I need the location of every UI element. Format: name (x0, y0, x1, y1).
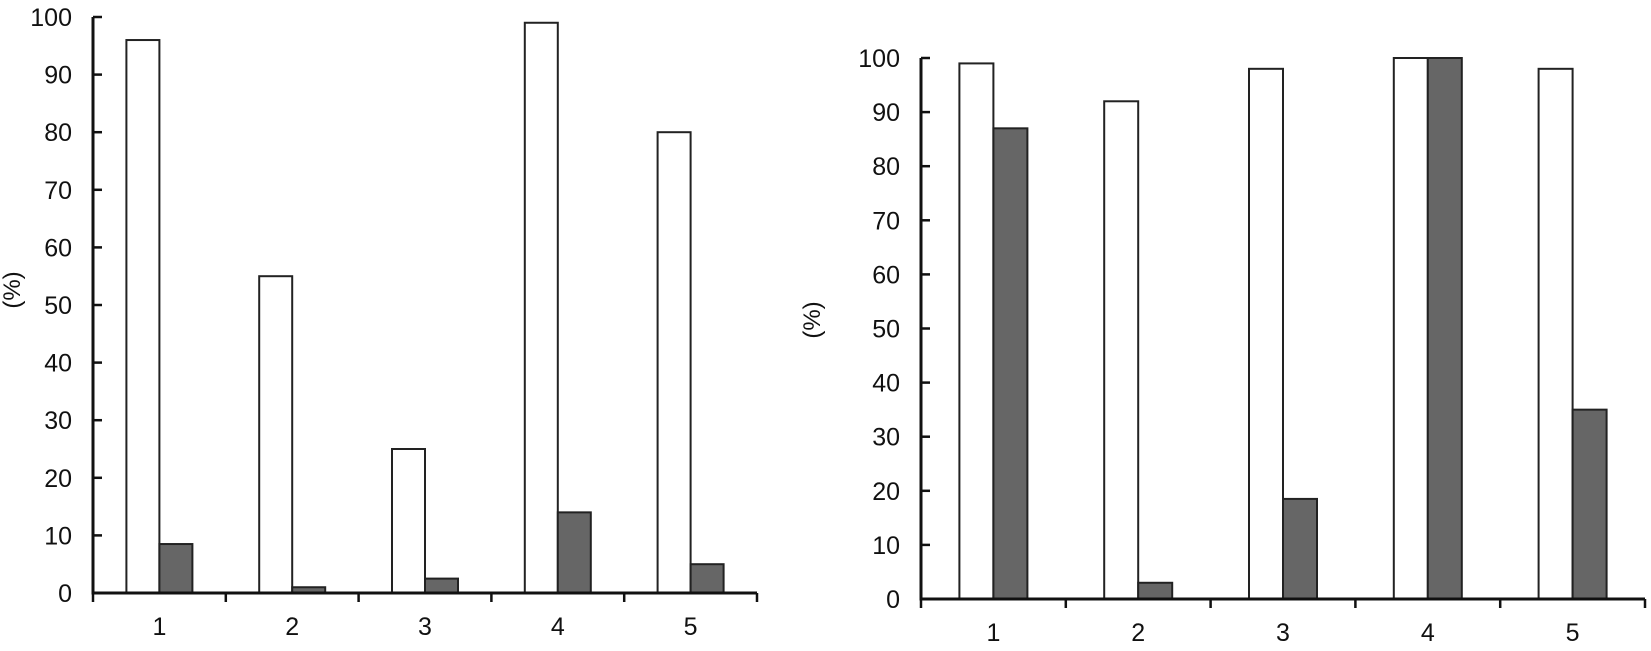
y-tick-label: 20 (872, 478, 900, 506)
bar-series-grey-cat-2 (1137, 581, 1174, 601)
bar-series-grey-cat-4 (1426, 57, 1463, 600)
bar-series-white-cat-1 (125, 39, 161, 595)
bar-series-white-cat-4 (1392, 57, 1429, 600)
bar-series-grey-cat-3 (424, 577, 459, 594)
y-tick-label: 30 (44, 407, 72, 435)
x-tick-label: 4 (1421, 619, 1435, 646)
bar-series-grey-cat-5 (689, 563, 725, 595)
bar-series-grey-cat-1 (158, 543, 194, 594)
bar-series-grey-cat-5 (1571, 408, 1608, 600)
y-tick-label: 10 (872, 532, 900, 560)
left-bar-chart: 1 2 3 4 5 0 10 20 30 40 50 60 70 80 90 100 (%) (0, 0, 800, 646)
bar-series-grey-cat-3 (1282, 497, 1318, 601)
x-tick-label: 2 (285, 613, 299, 641)
y-tick-label: 80 (44, 119, 72, 147)
x-tick-label: 4 (551, 613, 565, 641)
y-axis-label: (%) (0, 271, 26, 308)
y-tick-label: 0 (58, 580, 72, 608)
y-tick-label: 80 (872, 153, 900, 181)
bar-series-white-cat-3 (391, 448, 426, 594)
y-tick-label: 90 (872, 99, 900, 127)
x-tick-label: 5 (684, 613, 698, 641)
y-tick-label: 30 (872, 424, 900, 452)
y-tick-label: 70 (872, 207, 900, 235)
y-tick-label: 100 (30, 4, 72, 32)
right-bar-chart: 1 2 3 4 5 0 10 20 30 40 50 60 70 80 90 100 (%) (799, 0, 1651, 647)
y-tick-label: 90 (44, 62, 72, 90)
x-tick-label: 5 (1566, 619, 1580, 646)
x-tick-label: 3 (1276, 619, 1290, 646)
x-tick-label: 1 (986, 619, 1000, 646)
y-tick-label: 20 (44, 465, 72, 493)
bar-series-grey-cat-1 (992, 127, 1029, 601)
bar-series-grey-cat-4 (556, 511, 592, 594)
bar-series-white-cat-4 (523, 21, 559, 594)
y-tick-label: 10 (44, 522, 72, 550)
y-tick-label: 40 (44, 350, 72, 378)
bar-series-white-cat-1 (958, 62, 995, 601)
bar-series-white-cat-3 (1248, 67, 1284, 600)
bar-series-white-cat-2 (258, 275, 294, 594)
bar-series-white-cat-5 (656, 131, 692, 594)
x-tick-label: 2 (1131, 619, 1145, 646)
bar-series-white-cat-2 (1103, 100, 1140, 600)
y-tick-label: 70 (44, 177, 72, 205)
y-tick-label: 60 (44, 234, 72, 262)
x-tick-label: 1 (152, 613, 166, 641)
x-tick-label: 3 (418, 613, 432, 641)
y-tick-label: 0 (886, 586, 900, 614)
y-tick-label: 60 (872, 261, 900, 289)
y-tick-label: 50 (872, 316, 900, 344)
y-tick-label: 50 (44, 292, 72, 320)
y-tick-label: 40 (872, 370, 900, 398)
bar-series-white-cat-5 (1537, 67, 1574, 600)
y-tick-label: 100 (858, 45, 900, 73)
y-axis-label: (%) (800, 301, 826, 338)
